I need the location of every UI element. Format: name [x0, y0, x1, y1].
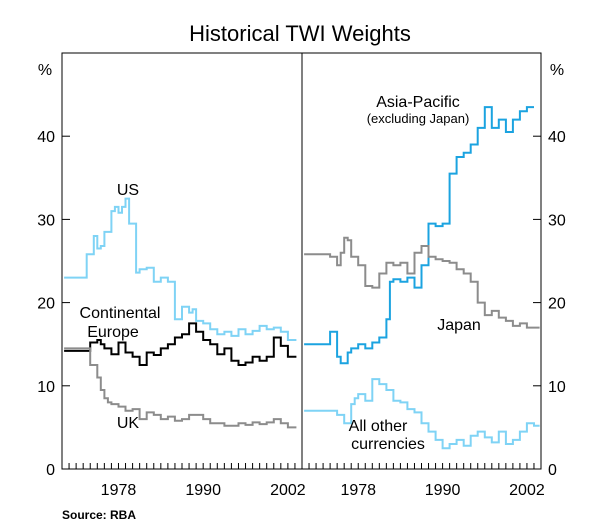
label-japan: Japan — [437, 317, 481, 334]
label-all-other-1: All other — [349, 418, 408, 435]
left-axis-unit: % — [38, 62, 52, 79]
series-line-japan — [304, 236, 540, 329]
y-tick-label-left: 10 — [37, 379, 55, 396]
label-all-other-2: currencies — [351, 436, 425, 453]
series-line-all-other-currencies — [304, 378, 540, 450]
source-note: Source: RBA — [62, 508, 136, 522]
x-tick-label-right: 2002 — [509, 482, 545, 499]
x-tick-label-right: 1990 — [425, 482, 461, 499]
label-asia-pacific-1: Asia-Pacific — [376, 94, 460, 111]
series-line-continental-europe — [64, 322, 297, 366]
y-tick-label-left: 40 — [37, 129, 55, 146]
label-us: US — [117, 182, 139, 199]
label-asia-pacific-2: (excluding Japan) — [367, 111, 470, 126]
right-axis-unit: % — [550, 62, 564, 79]
y-tick-label-right: 20 — [548, 296, 566, 313]
label-uk: UK — [117, 415, 140, 432]
x-tick-label-left: 2002 — [270, 482, 306, 499]
tick-labels: 0 0 10 10 20 20 30 30 40 40 1978 1990 2002 1978 1990 20… — [37, 129, 566, 499]
y-tick-label-left: 20 — [37, 296, 55, 313]
x-tick-label-left: 1978 — [101, 482, 137, 499]
series-line-us — [64, 197, 297, 341]
y-tick-label-left: 30 — [37, 212, 55, 229]
x-tick-label-right: 1978 — [340, 482, 376, 499]
y-tick-label-left: 0 — [46, 462, 55, 479]
label-continental-europe-1: Continental — [80, 305, 161, 322]
chart-title: Historical TWI Weights — [189, 21, 411, 46]
series-line-asia-pacific-excluding-japan — [304, 106, 534, 365]
axis-ticks — [62, 135, 541, 470]
label-continental-europe-2: Europe — [87, 324, 139, 341]
series-lines — [64, 106, 540, 450]
y-tick-label-right: 40 — [548, 129, 566, 146]
y-tick-label-right: 10 — [548, 379, 566, 396]
x-tick-label-left: 1990 — [185, 482, 221, 499]
y-tick-label-right: 0 — [548, 462, 557, 479]
series-line-uk — [64, 347, 297, 429]
y-tick-label-right: 30 — [548, 212, 566, 229]
